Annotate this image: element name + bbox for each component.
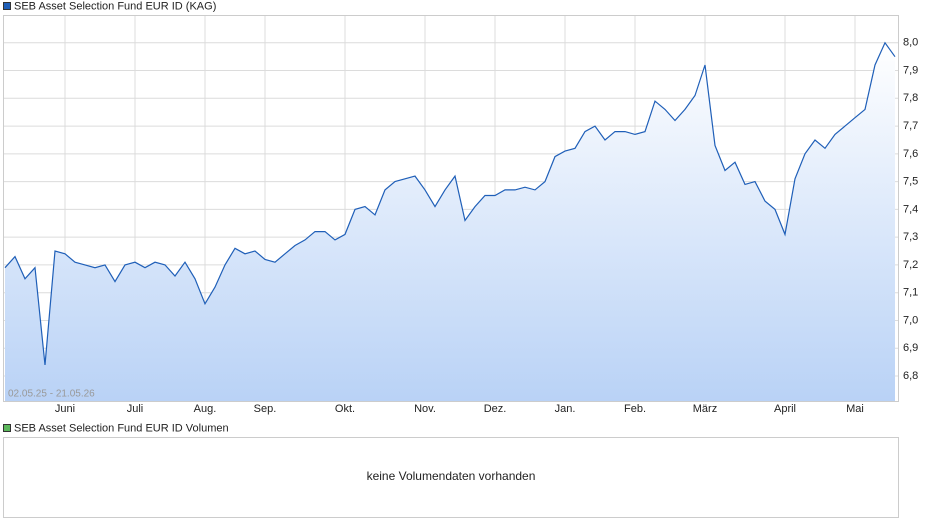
legend-label: SEB Asset Selection Fund EUR ID (KAG) <box>14 0 216 12</box>
x-tick-label: März <box>693 403 717 415</box>
legend-swatch <box>3 2 11 10</box>
y-tick-label: 7,0 <box>903 314 918 326</box>
empty-message: keine Volumendaten vorhanden <box>367 469 536 483</box>
y-tick-label: 6,8 <box>903 370 918 382</box>
x-tick-label: Juni <box>55 403 75 415</box>
y-tick-label: 7,5 <box>903 176 918 188</box>
y-tick-label: 7,6 <box>903 148 918 160</box>
x-tick-label: Mai <box>846 403 864 415</box>
legend-swatch <box>3 424 11 432</box>
price-line <box>4 41 896 365</box>
y-tick-label: 7,2 <box>903 259 918 271</box>
x-tick-label: April <box>774 403 796 415</box>
x-tick-label: Jan. <box>555 403 576 415</box>
y-tick-label: 7,4 <box>903 203 918 215</box>
x-tick-label: Juli <box>127 403 144 415</box>
y-tick-label: 8,0 <box>903 37 918 49</box>
volume-frame <box>3 437 899 518</box>
x-tick-label: Okt. <box>335 403 355 415</box>
x-tick-label: Aug. <box>194 403 217 415</box>
x-tick-label: Nov. <box>414 403 436 415</box>
panel-title: SEB Asset Selection Fund EUR ID Volumen <box>14 422 229 434</box>
y-tick-label: 7,3 <box>903 231 918 243</box>
y-tick-label: 7,1 <box>903 287 918 299</box>
date-range: 02.05.25 - 21.05.26 <box>8 389 95 400</box>
y-tick-label: 6,9 <box>903 342 918 354</box>
area <box>5 42 895 402</box>
y-tick-label: 7,7 <box>903 120 918 132</box>
x-tick-label: Feb. <box>624 403 646 415</box>
y-tick-label: 7,8 <box>903 92 918 104</box>
x-tick-label: Sep. <box>254 403 277 415</box>
x-tick-label: Dez. <box>484 403 507 415</box>
y-tick-label: 7,9 <box>903 64 918 76</box>
